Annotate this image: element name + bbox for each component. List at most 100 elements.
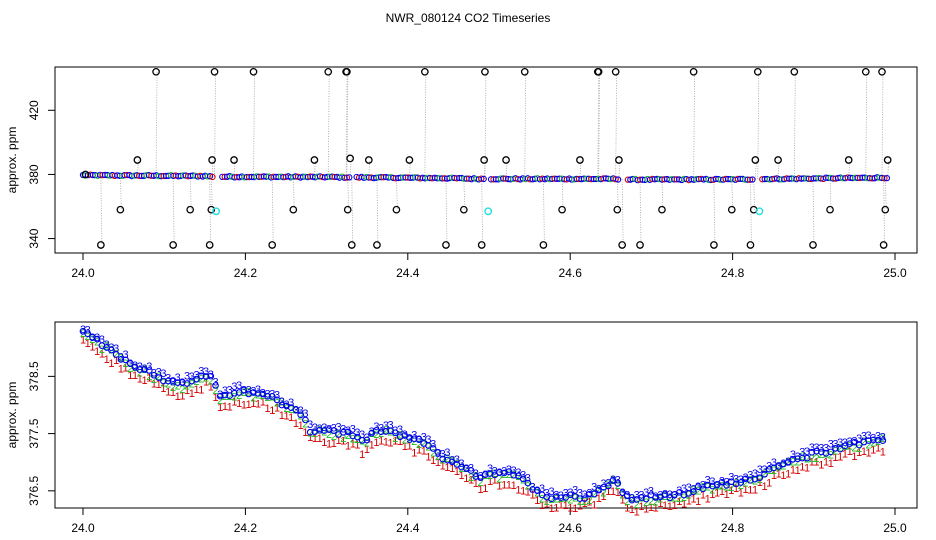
series-2-point: 2: [795, 456, 801, 468]
series-3-point: 3: [477, 471, 483, 483]
outlier-point: [81, 170, 90, 179]
series-1-point: 1: [496, 481, 502, 493]
series-3-point: 3: [681, 483, 687, 495]
series-1-point: 1: [279, 410, 285, 422]
series-1-point: 1: [771, 470, 777, 482]
series-3-point: [306, 428, 314, 436]
series-3-point: 3: [217, 389, 223, 401]
series-3-point: 3: [728, 472, 734, 484]
series-1-point: 1: [265, 403, 271, 415]
series-3-point: [202, 373, 210, 380]
series-3-point: 3: [468, 463, 474, 475]
series-1-point: 1: [132, 370, 138, 382]
series-1-point: 1: [189, 388, 195, 400]
series-1-point: 1: [563, 500, 569, 512]
series-3-point: [813, 447, 820, 455]
series-3-point: 3: [421, 432, 427, 444]
baseline-point: [883, 174, 891, 182]
series-3-point: 3: [198, 365, 204, 377]
series-1-point: 1: [828, 458, 834, 470]
series-3-point: 3: [189, 371, 195, 383]
trace-line: [829, 178, 832, 210]
series-3-point: [354, 433, 361, 441]
series-1-point: 1: [776, 469, 782, 481]
baseline-point: [478, 175, 485, 182]
series-1-point: 1: [795, 465, 801, 477]
series-3-point: 3: [837, 437, 843, 449]
series-1-point: 1: [842, 449, 848, 461]
series-1-point: 1: [506, 479, 512, 491]
series-3-point: 3: [567, 487, 573, 499]
series-3-point: 3: [179, 377, 185, 389]
series-3-point: 3: [866, 430, 872, 442]
series-1-point: 1: [326, 439, 332, 451]
series-2-point: 2: [312, 428, 318, 440]
series-3-point: 3: [369, 426, 375, 438]
series-3-point: [723, 482, 730, 489]
trace-line: [524, 71, 527, 179]
series-3-point: 3: [823, 443, 829, 455]
series-3-point: [136, 366, 144, 373]
series-1-point: 1: [203, 376, 209, 388]
series-1-point: 1: [421, 445, 427, 457]
series-2-point: 2: [672, 492, 678, 504]
series-1-point: 1: [179, 391, 185, 403]
series-2-point: 2: [345, 430, 351, 442]
series-1-point: 1: [378, 436, 384, 448]
series-2-point: 2: [350, 434, 356, 446]
series-2-point: 2: [231, 391, 237, 403]
series-3-point: 3: [331, 423, 337, 435]
series-1-point: 1: [269, 405, 275, 417]
series-3-point: 3: [709, 476, 715, 488]
series-3-point: 3: [548, 486, 554, 498]
series-1-point: 1: [459, 470, 465, 482]
series-3-point: [316, 426, 323, 434]
trace-line: [621, 179, 624, 245]
series-3-point: 3: [99, 334, 105, 346]
series-3-point: [325, 426, 333, 433]
series-3-point: 3: [780, 458, 786, 470]
series-1-point: 1: [653, 502, 659, 514]
series-3-point: 3: [719, 476, 725, 488]
series-1-point: 1: [255, 399, 261, 411]
series-1-point: 1: [638, 501, 644, 513]
trace-line: [693, 71, 696, 180]
series-3-point: 3: [449, 455, 455, 467]
series-1-point: 1: [94, 346, 100, 358]
series-1-point: 1: [246, 399, 252, 411]
series-1-point: 1: [629, 504, 635, 516]
series-3-point: [832, 444, 839, 452]
series-1-point: 1: [733, 483, 739, 495]
series-3-point: [193, 375, 200, 383]
outlier-point: [405, 156, 414, 164]
x-tick-label: 25.0: [883, 521, 907, 535]
series-1-point: 1: [605, 486, 611, 498]
series-2-point: 2: [459, 463, 465, 475]
y-tick-label: 380: [27, 164, 41, 184]
flagged-point: [484, 207, 493, 216]
y-tick-label: 377.5: [27, 418, 41, 448]
series-3-point: 3: [227, 384, 233, 396]
series-2-point: 2: [175, 381, 181, 393]
series-2-point: 2: [227, 391, 233, 403]
series-3-point: 3: [430, 439, 436, 451]
outlier-point: [809, 241, 817, 249]
series-2-point: 2: [141, 364, 147, 376]
series-3-point: [586, 490, 593, 498]
series-1-point: 1: [298, 420, 304, 432]
outlier-point: [689, 67, 698, 76]
series-2-point: 2: [108, 344, 114, 356]
outlier-point: [373, 241, 381, 249]
series-1-point: 1: [492, 475, 498, 487]
series-2-point: 2: [747, 475, 753, 487]
series-1-point: 1: [440, 461, 446, 473]
series-2-point: 2: [866, 439, 872, 451]
series-3-point: [604, 482, 612, 490]
series-3-point: 3: [558, 490, 564, 502]
series-2-point: 2: [99, 344, 105, 356]
series-1-point: 1: [108, 358, 114, 370]
series-3-point: [510, 471, 518, 479]
series-2-point: 2: [392, 433, 398, 445]
series-2-point: 2: [875, 436, 881, 448]
